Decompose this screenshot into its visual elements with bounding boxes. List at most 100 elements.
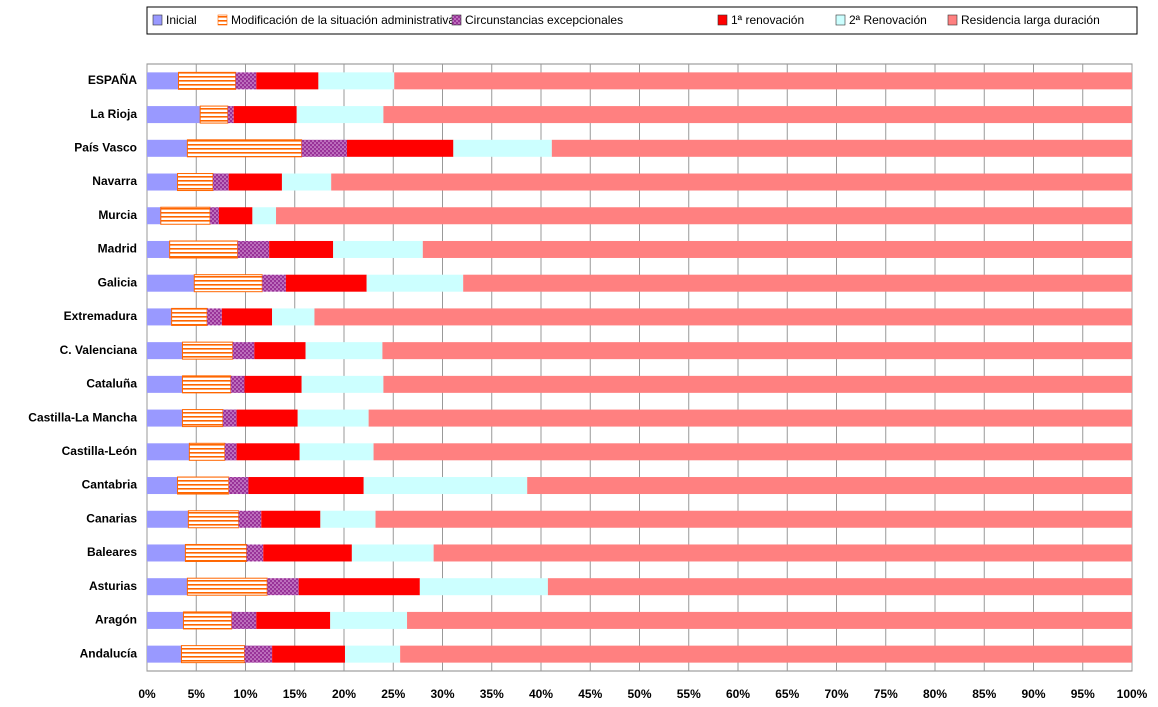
bar-segment [346, 139, 454, 157]
bar-segment [193, 274, 263, 293]
y-tick-label: Extremadura [64, 309, 138, 323]
bar-segment [180, 645, 246, 664]
bar-segment [238, 510, 262, 528]
bar-segment [147, 645, 182, 663]
bar-segment [244, 645, 273, 663]
bar-segment [147, 308, 172, 326]
legend-label: Modificación de la situación administrat… [231, 13, 455, 27]
x-tick-label: 30% [430, 687, 454, 701]
bar-segment [272, 645, 345, 663]
bar-segment [169, 240, 239, 259]
bar-segment [147, 578, 188, 596]
bar-segment [422, 240, 1132, 258]
legend-swatch [835, 14, 846, 26]
bar-segment [269, 240, 334, 258]
bar-segment [246, 544, 264, 562]
legend-box [146, 6, 1138, 35]
bar-segment [301, 375, 384, 393]
bar-segment [281, 173, 332, 191]
bar-segment [147, 207, 161, 225]
bar-segment [375, 510, 1132, 528]
legend-swatch [717, 14, 728, 26]
bar-segment [363, 477, 528, 495]
bar-segment [228, 477, 249, 495]
bar-segment [276, 207, 1132, 225]
bar-segment [299, 443, 374, 461]
bar-segment [147, 443, 190, 461]
bar-segment [221, 308, 273, 326]
bar-segment [233, 106, 297, 124]
x-tick-label: 10% [233, 687, 257, 701]
bar-segment [212, 173, 229, 191]
bar-segment [297, 409, 369, 427]
y-tick-label: Murcia [98, 208, 137, 222]
bar-segment [147, 139, 188, 157]
legend-label: Circunstancias excepcionales [465, 13, 623, 27]
bar-segment [373, 443, 1132, 461]
y-tick-label: Cantabria [82, 478, 138, 492]
bar-segment [171, 307, 208, 326]
x-tick-label: 65% [775, 687, 799, 701]
x-tick-label: 60% [726, 687, 750, 701]
y-tick-label: Navarra [92, 174, 137, 188]
bar-segment [527, 477, 1132, 495]
bar-segment [188, 442, 226, 461]
y-tick-label: Baleares [87, 545, 137, 559]
bar-segment [178, 71, 237, 90]
bar-segment [231, 611, 257, 629]
bar-segment [187, 510, 240, 529]
legend-swatch [217, 14, 228, 26]
bar-segment [331, 173, 1132, 191]
bar-segment [147, 409, 183, 427]
bar-segment [463, 274, 1132, 292]
bar-segment [236, 409, 298, 427]
bar-segment [320, 510, 376, 528]
bar-segment [182, 611, 233, 630]
bar-segment [272, 308, 315, 326]
bar-segment [147, 611, 184, 629]
bar-segment [147, 173, 178, 191]
bar-segment [177, 173, 214, 192]
bar-segment [181, 409, 224, 428]
bar-segment [263, 544, 352, 562]
y-tick-label: Madrid [98, 242, 137, 256]
bar-segment [244, 375, 302, 393]
legend-label: Inicial [166, 13, 197, 27]
bar-segment [261, 510, 321, 528]
bar-segment [314, 308, 1132, 326]
y-tick-label: Andalucía [80, 646, 138, 660]
bar-segment [301, 139, 347, 157]
bar-segment [298, 578, 420, 596]
x-tick-label: 100% [1117, 687, 1148, 701]
x-tick-label: 40% [529, 687, 553, 701]
bar-segment [400, 645, 1132, 663]
bar-segment [147, 375, 183, 393]
bar-segment [230, 375, 245, 393]
x-tick-label: 70% [824, 687, 848, 701]
bar-segment [252, 207, 277, 225]
bar-segment [305, 342, 383, 360]
bar-segment [453, 139, 552, 157]
x-tick-label: 75% [874, 687, 898, 701]
bar-segment [222, 409, 237, 427]
bar-segment [218, 207, 253, 225]
legend-label: Residencia larga duración [961, 13, 1100, 27]
bar-segment [224, 443, 237, 461]
bar-segment [207, 308, 222, 326]
x-tick-label: 85% [972, 687, 996, 701]
x-tick-label: 45% [578, 687, 602, 701]
bar-segment [147, 72, 179, 90]
bar-segment [228, 173, 282, 191]
bar-segment [147, 240, 170, 258]
x-tick-label: 15% [283, 687, 307, 701]
bar-segment [177, 476, 230, 495]
x-tick-label: 80% [923, 687, 947, 701]
bar-segment [147, 342, 183, 360]
bar-segment [237, 240, 270, 258]
y-tick-label: La Rioja [90, 107, 137, 121]
y-tick-label: C. Valenciana [60, 343, 138, 357]
legend-label: 2ª Renovación [849, 13, 927, 27]
bar-segment [147, 544, 186, 562]
y-tick-label: Galicia [98, 275, 138, 289]
